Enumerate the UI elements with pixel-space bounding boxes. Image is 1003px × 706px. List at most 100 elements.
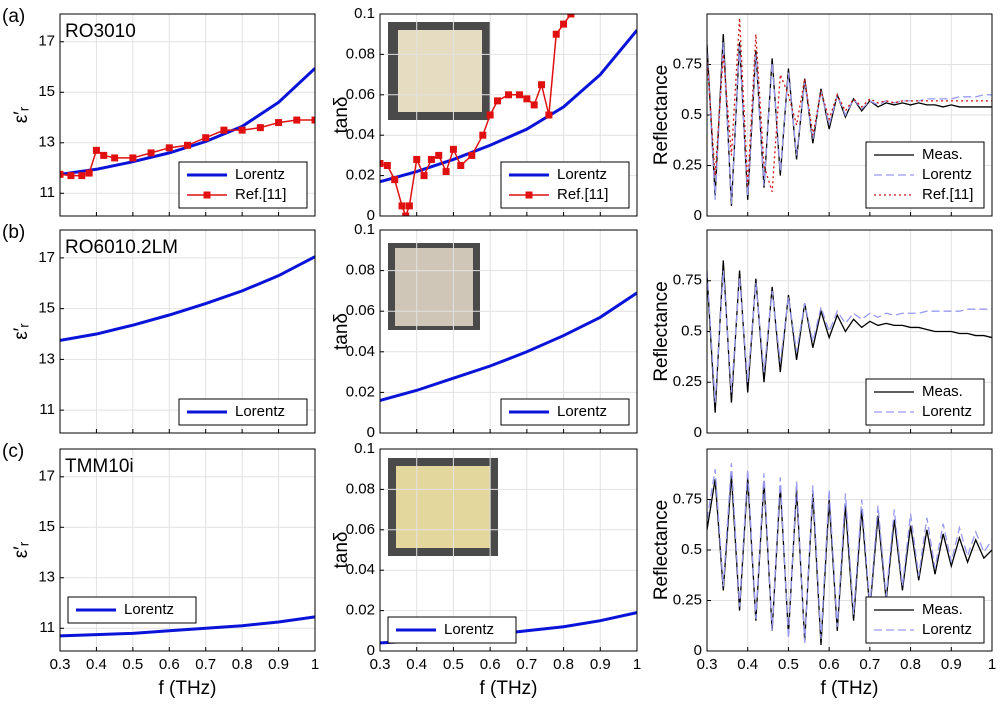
legend: Lorentz	[387, 616, 517, 644]
axes-frame	[59, 448, 316, 652]
legend: Meas. Lorentz	[865, 378, 985, 426]
y-tick-label: 0.04	[346, 561, 375, 578]
series-line	[60, 615, 315, 638]
panel: 0.3 0.4 0.5 0.6 0.7 0.8 0.9 111131517Lorentzε′ᵣ…	[2, 441, 319, 699]
y-tick-label: 0.75	[673, 272, 702, 289]
y-tick-label: 17	[38, 33, 55, 50]
y-tick-label: 0	[694, 424, 702, 441]
x-tick-label: 0.3	[697, 656, 718, 673]
material-label: RO3010	[65, 21, 136, 42]
series-line	[380, 29, 637, 184]
plot-area	[707, 260, 992, 413]
x-tick-label: 0.5	[778, 656, 799, 673]
x-tick-label: 0.9	[941, 656, 962, 673]
axes-frame	[59, 13, 316, 217]
marker	[420, 172, 428, 180]
panel: 0 0.25 0.5 0.75 Meas. Lorentz Reflectance	[651, 229, 993, 441]
marker	[530, 101, 538, 109]
x-tick-label: 0.3	[50, 656, 71, 673]
plot-area	[60, 615, 315, 638]
y-tick-label: 0.08	[346, 45, 375, 62]
legend-box	[865, 378, 985, 426]
legend-label: Meas.	[922, 146, 963, 163]
marker	[184, 141, 191, 149]
marker	[479, 131, 487, 139]
legend: Meas. Lorentz Ref.[11]	[865, 141, 985, 209]
y-tick-label: 0.02	[346, 602, 375, 619]
y-axis-label: tanδ	[331, 313, 352, 350]
y-tick-label: 0.5	[681, 541, 702, 558]
marker	[100, 151, 108, 159]
y-tick-label: 15	[38, 83, 55, 100]
legend-label: Lorentz	[557, 166, 607, 183]
plot-area	[707, 463, 992, 645]
marker	[505, 91, 512, 99]
marker	[238, 126, 246, 134]
x-tick-label: 0.6	[480, 656, 501, 673]
x-tick-label: 0.7	[195, 656, 216, 673]
x-tick-label: 0.6	[159, 656, 180, 673]
y-axis-label: Reflectance	[651, 281, 672, 381]
legend-label: Ref.[11]	[557, 186, 608, 203]
marker	[311, 116, 315, 124]
material-label: TMM10i	[65, 456, 134, 477]
panel: 0 0.25 0.5 0.75 Meas. Lorentz Ref.[11] Reflecta…	[651, 13, 993, 224]
x-tick-label: 0.9	[268, 656, 289, 673]
y-axis-label: tanδ	[331, 532, 352, 569]
axes-frame	[706, 448, 993, 652]
y-axis-label: ε′ᵣ	[11, 541, 32, 558]
y-tick-label: 0.08	[346, 262, 375, 279]
series-line	[707, 260, 992, 413]
marker	[449, 145, 457, 153]
legend-label: Lorentz	[922, 403, 972, 420]
y-axis-label: Reflectance	[651, 65, 672, 165]
marker	[165, 144, 173, 152]
y-tick-label: 0.06	[346, 521, 375, 538]
y-axis-label: ε′ᵣ	[11, 106, 32, 123]
legend-label: Lorentz	[235, 166, 285, 183]
y-tick-label: 15	[38, 518, 55, 535]
x-tick-label: 0.7	[859, 656, 880, 673]
marker	[538, 81, 546, 89]
x-tick-label: 0.4	[86, 656, 107, 673]
axes-frame	[59, 229, 316, 434]
legend: Lorentz Ref.[11]	[500, 161, 630, 209]
axes-frame	[379, 13, 638, 217]
y-tick-label: 13	[38, 569, 55, 586]
marker	[275, 119, 283, 127]
legend-label: Meas.	[922, 383, 963, 400]
y-tick-label: 0.08	[346, 480, 375, 497]
plot-area	[60, 255, 315, 342]
legend: Lorentz Ref.[11]	[178, 161, 308, 209]
legend-marker	[525, 191, 533, 199]
panel: 0.3 0.4 0.5 0.6 0.7 0.8 0.9 1 0 0.02 0.04 0.06 0.08 0…	[331, 440, 641, 699]
axes-frame	[706, 229, 993, 434]
y-tick-label: 0.04	[346, 126, 375, 143]
y-tick-label: 11	[39, 184, 55, 201]
marker	[405, 202, 413, 210]
legend-label: Lorentz	[557, 403, 607, 420]
x-tick-label: 0.5	[443, 656, 464, 673]
legend-box	[178, 161, 308, 209]
y-tick-label: 0	[694, 207, 702, 224]
legend-box	[865, 596, 985, 644]
legend-label: Meas.	[922, 601, 963, 618]
marker	[567, 14, 575, 18]
x-tick-label: 0.6	[819, 656, 840, 673]
legend-marker	[203, 191, 211, 199]
series-line	[707, 42, 992, 204]
y-tick-label: 0	[367, 424, 375, 441]
series-line	[707, 18, 992, 192]
marker	[383, 162, 391, 169]
y-tick-label: 0.1	[354, 221, 375, 238]
y-tick-label: 0.5	[681, 106, 702, 123]
marker	[457, 162, 465, 169]
x-tick-label: 0.4	[406, 656, 427, 673]
y-axis-label: Reflectance	[651, 500, 672, 600]
marker	[78, 172, 86, 180]
plot-area	[380, 291, 637, 402]
marker	[85, 169, 93, 177]
legend-label: Ref.[11]	[235, 186, 286, 203]
marker	[435, 151, 443, 159]
